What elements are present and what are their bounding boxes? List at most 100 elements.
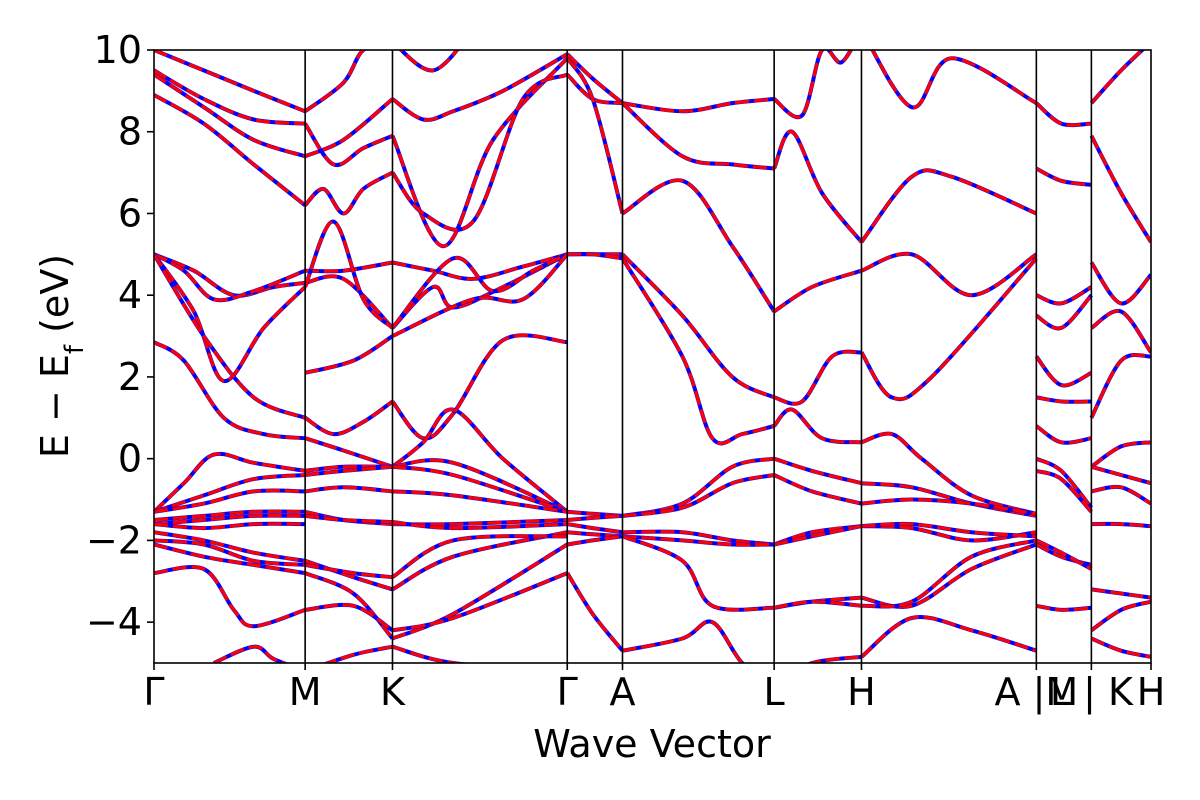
- band-line-reference: [1089, 261, 1151, 306]
- band-line: [567, 534, 623, 547]
- band-line: [304, 571, 394, 640]
- band-line-reference: [859, 257, 1038, 402]
- band-line: [154, 542, 306, 575]
- band-line: [565, 57, 625, 214]
- band-line-reference: [1090, 440, 1151, 469]
- band-line: [391, 407, 569, 514]
- band-line: [773, 600, 862, 610]
- band-line: [622, 473, 775, 518]
- band-line: [621, 534, 775, 612]
- band-line: [392, 252, 568, 281]
- band-line: [304, 514, 393, 524]
- band-line: [154, 252, 306, 298]
- band-line: [567, 252, 623, 260]
- x-tick-label: Γ: [557, 670, 578, 714]
- band-line: [860, 257, 1038, 401]
- band-line-reference: [154, 253, 307, 383]
- plot-frame: [153, 49, 1152, 664]
- x-tick-label: A |M: [995, 670, 1079, 715]
- band-line-reference: [1034, 101, 1092, 128]
- band-line-reference: [870, 50, 1038, 110]
- band-line: [303, 122, 394, 167]
- band-line-reference: [1035, 285, 1093, 306]
- band-line: [304, 465, 393, 477]
- band-line: [391, 52, 569, 122]
- band-line: [566, 73, 623, 105]
- band-line: [567, 514, 623, 522]
- band-line: [154, 522, 306, 530]
- x-tick-label: L: [764, 670, 785, 714]
- band-line-reference: [621, 534, 775, 612]
- band-line: [1090, 600, 1151, 632]
- band-line: [1036, 395, 1092, 404]
- band-line-reference: [620, 257, 775, 446]
- band-line: [773, 50, 853, 119]
- band-line: [154, 452, 306, 513]
- y-tick-label: 8: [118, 110, 142, 154]
- band-line: [303, 171, 394, 216]
- band-line: [213, 645, 288, 663]
- band-line: [1091, 485, 1151, 506]
- band-line-reference: [212, 644, 289, 663]
- band-line: [391, 543, 569, 640]
- band-line: [1089, 135, 1151, 243]
- band-line: [621, 253, 775, 399]
- band-line: [1091, 522, 1151, 528]
- band-line: [304, 436, 394, 469]
- band-line-reference: [622, 456, 775, 518]
- band-line: [304, 97, 394, 158]
- band-line: [154, 50, 306, 113]
- band-line: [861, 481, 1037, 518]
- band-line: [154, 340, 306, 440]
- band-line: [1035, 101, 1092, 127]
- band-line: [1035, 457, 1093, 509]
- band-line: [773, 473, 862, 506]
- band-line: [154, 93, 307, 207]
- band-lines-group: [154, 50, 1151, 663]
- band-line: [1035, 285, 1093, 306]
- band-line: [565, 572, 624, 652]
- band-line: [154, 253, 306, 420]
- band-line: [1090, 309, 1151, 354]
- band-line: [304, 50, 367, 113]
- band-line: [622, 457, 775, 518]
- band-line: [1035, 294, 1093, 331]
- band-line-reference: [391, 644, 472, 663]
- band-line: [861, 497, 1037, 516]
- band-line-reference: [1035, 468, 1093, 514]
- band-line: [622, 619, 745, 663]
- band-line: [304, 559, 393, 591]
- y-axis-label: E − Ef (eV): [33, 254, 90, 458]
- band-line: [1035, 538, 1093, 571]
- band-line: [1090, 440, 1151, 469]
- band-line: [860, 252, 1038, 297]
- band-line: [621, 178, 776, 313]
- band-line-reference: [772, 50, 854, 120]
- band-line: [807, 655, 862, 663]
- y-tick-label: −4: [86, 600, 142, 644]
- band-line: [391, 252, 568, 329]
- band-line: [621, 257, 775, 445]
- band-line-reference: [1034, 355, 1093, 388]
- band-line-reference: [772, 268, 863, 314]
- band-line: [870, 50, 1038, 109]
- y-axis-ticks: −4 −2 0 2 4 6 8 10: [86, 28, 154, 644]
- band-line: [323, 645, 393, 663]
- band-line-reference: [621, 101, 775, 171]
- band-line: [1090, 50, 1145, 105]
- band-line-reference: [622, 619, 746, 663]
- band-line: [622, 534, 775, 547]
- band-line: [391, 73, 569, 232]
- band-line: [773, 524, 862, 547]
- x-axis-label: Wave Vector: [533, 722, 771, 766]
- x-tick-label: L | K: [1050, 670, 1134, 715]
- band-line: [772, 130, 863, 244]
- x-tick-label: M: [289, 670, 322, 714]
- band-line: [773, 350, 862, 406]
- band-line: [1090, 465, 1151, 485]
- band-line: [391, 253, 569, 338]
- band-line: [154, 69, 306, 126]
- band-line: [772, 407, 862, 444]
- band-line: [303, 220, 394, 330]
